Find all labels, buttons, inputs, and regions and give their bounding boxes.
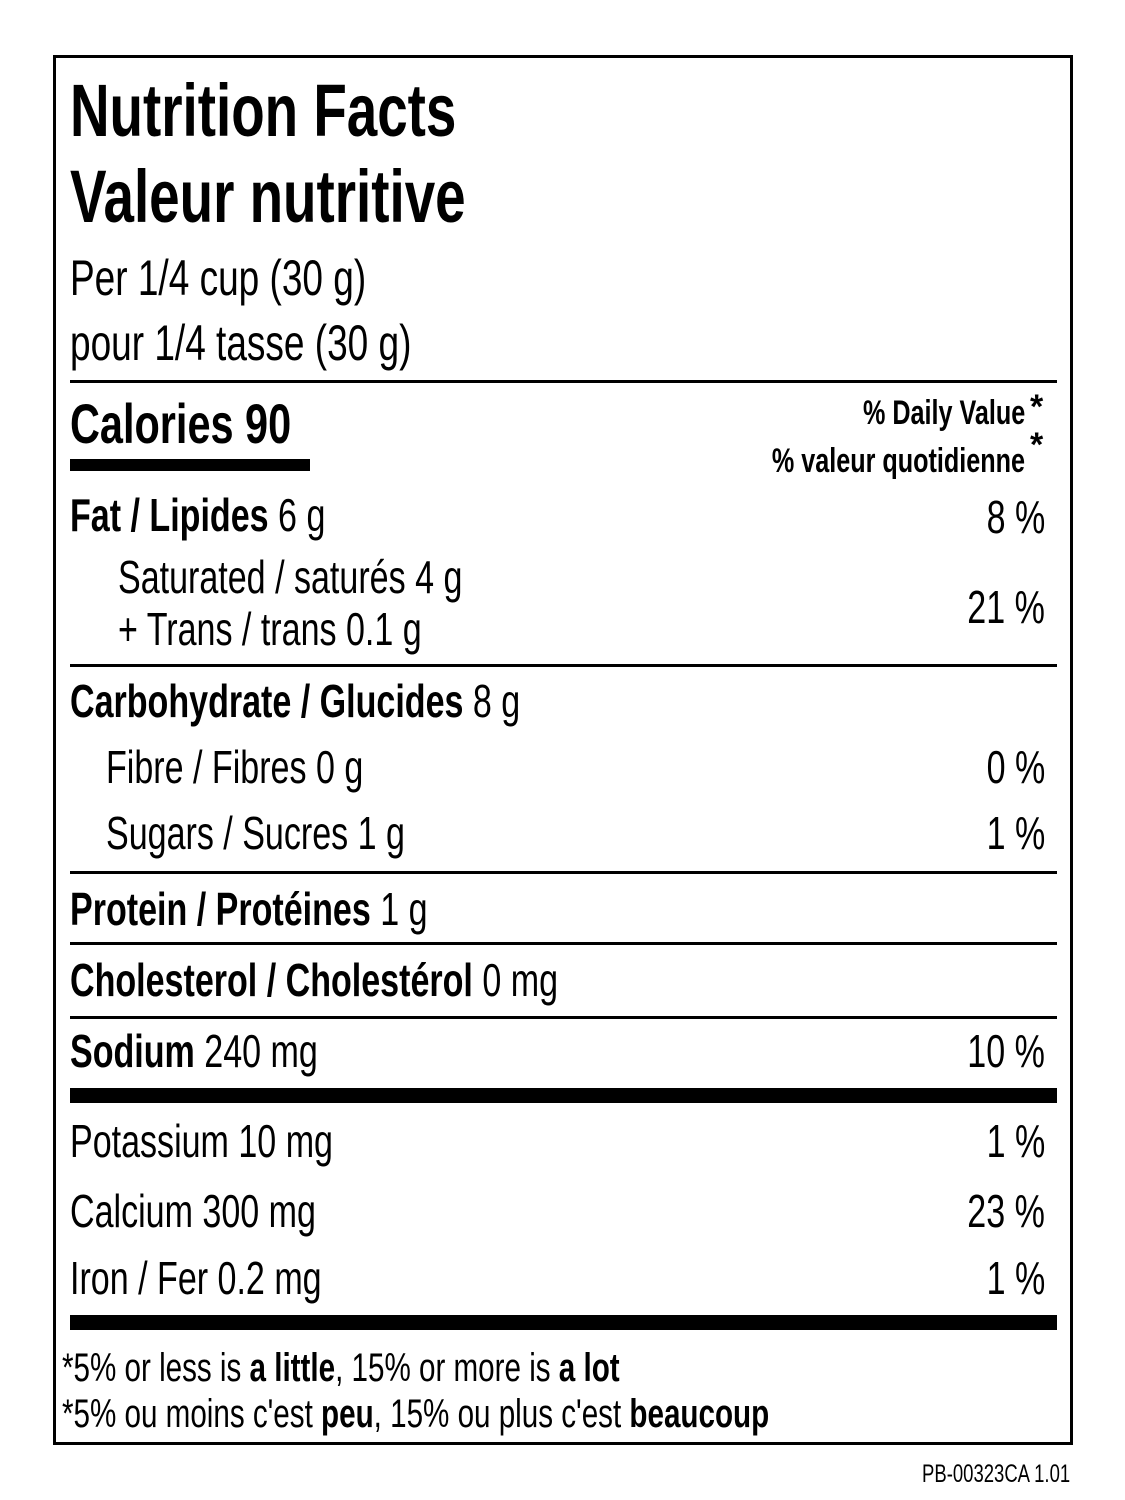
title-fr: Valeur nutritive bbox=[70, 155, 466, 238]
sodium-label: Sodium bbox=[70, 1025, 195, 1077]
daily-value-header-en: % Daily Value bbox=[862, 394, 1025, 432]
cholesterol-label: Cholesterol / Cholestérol bbox=[70, 954, 473, 1006]
nutrition-label bbox=[53, 55, 1073, 1445]
calories-label: Calories bbox=[70, 392, 234, 455]
thick-divider bbox=[70, 1088, 1057, 1103]
footnote-bold: a lot bbox=[558, 1346, 620, 1390]
calories-bar bbox=[70, 459, 310, 471]
product-code: PB-00323CA 1.01 bbox=[921, 1460, 1070, 1488]
footnote-fr: *5% ou moins c'est peu, 15% ou plus c'es… bbox=[62, 1394, 769, 1434]
saturated-trans-dv: 21 % bbox=[967, 581, 1045, 633]
calories: Calories 90 bbox=[70, 396, 291, 452]
calcium-row: Calcium 300 mg bbox=[70, 1185, 316, 1237]
thick-divider bbox=[70, 1315, 1057, 1330]
carb-amount: 8 g bbox=[472, 675, 521, 727]
footnote-text: *5% or less is bbox=[62, 1346, 250, 1390]
footnote-text: , 15% or more is bbox=[335, 1346, 559, 1390]
saturated-row: Saturated / saturés 4 g bbox=[118, 551, 463, 603]
carb-label: Carbohydrate / Glucides bbox=[70, 675, 464, 727]
sodium-dv: 10 % bbox=[967, 1025, 1045, 1077]
footnote-bold: a little bbox=[249, 1346, 336, 1390]
asterisk: * bbox=[1030, 426, 1044, 464]
divider bbox=[70, 664, 1057, 667]
potassium-dv: 1 % bbox=[986, 1115, 1045, 1167]
fat-amount: 6 g bbox=[278, 489, 326, 541]
sodium-row: Sodium 240 mg bbox=[70, 1028, 318, 1074]
protein-row: Protein / Protéines 1 g bbox=[70, 886, 428, 932]
iron-dv: 1 % bbox=[986, 1252, 1045, 1304]
cholesterol-row: Cholesterol / Cholestérol 0 mg bbox=[70, 957, 558, 1003]
serving-size-en: Per 1/4 cup (30 g) bbox=[70, 250, 367, 306]
protein-label: Protein / Protéines bbox=[70, 883, 371, 935]
fat-row: Fat / Lipides 6 g bbox=[70, 492, 325, 538]
footnote-en: *5% or less is a little, 15% or more is … bbox=[62, 1348, 620, 1388]
cholesterol-amount: 0 mg bbox=[482, 954, 559, 1006]
fat-label: Fat / Lipides bbox=[70, 489, 269, 541]
footnote-text: *5% ou moins c'est bbox=[62, 1392, 322, 1436]
calcium-dv: 23 % bbox=[967, 1185, 1045, 1237]
divider bbox=[70, 380, 1057, 383]
footnote-text: , 15% ou plus c'est bbox=[373, 1392, 630, 1436]
divider bbox=[70, 871, 1057, 874]
potassium-row: Potassium 10 mg bbox=[70, 1115, 333, 1167]
divider bbox=[70, 942, 1057, 945]
carbohydrate-row: Carbohydrate / Glucides 8 g bbox=[70, 678, 520, 724]
serving-size-fr: pour 1/4 tasse (30 g) bbox=[70, 315, 412, 371]
calories-value: 90 bbox=[245, 392, 292, 455]
sugars-dv: 1 % bbox=[986, 807, 1045, 859]
divider bbox=[70, 1016, 1057, 1019]
asterisk: * bbox=[1030, 388, 1044, 426]
protein-amount: 1 g bbox=[380, 883, 428, 935]
iron-row: Iron / Fer 0.2 mg bbox=[70, 1252, 322, 1304]
fibre-row: Fibre / Fibres 0 g bbox=[106, 741, 364, 793]
footnote-bold: beaucoup bbox=[629, 1392, 770, 1436]
footnote-bold: peu bbox=[321, 1392, 374, 1436]
sodium-amount: 240 mg bbox=[204, 1025, 318, 1077]
fat-dv: 8 % bbox=[986, 491, 1045, 543]
daily-value-header-fr: % valeur quotidienne bbox=[771, 442, 1025, 480]
sugars-row: Sugars / Sucres 1 g bbox=[106, 807, 405, 859]
title-en: Nutrition Facts bbox=[70, 69, 457, 152]
trans-row: + Trans / trans 0.1 g bbox=[118, 603, 422, 655]
fibre-dv: 0 % bbox=[986, 741, 1045, 793]
